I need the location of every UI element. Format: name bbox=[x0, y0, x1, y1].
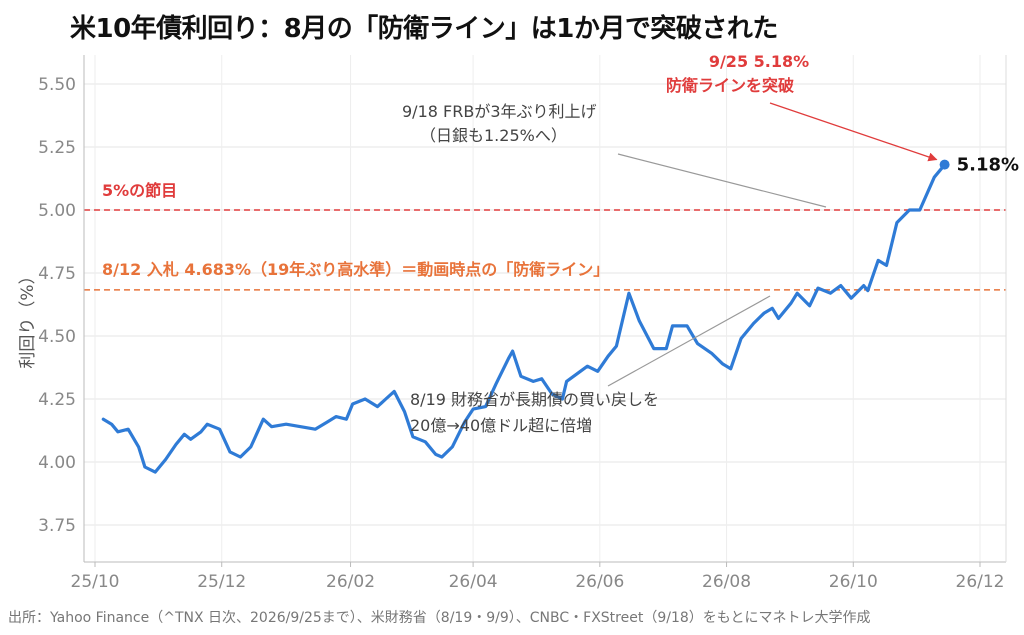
x-tick-label: 26/06 bbox=[575, 572, 624, 592]
y-axis-title: 利回り（%） bbox=[18, 267, 38, 368]
x-tick-label: 26/12 bbox=[956, 572, 1005, 592]
y-tick-label: 4.25 bbox=[38, 390, 76, 410]
annotation-breakout-text: 9/25 5.18% bbox=[709, 52, 809, 71]
x-tick-label: 26/04 bbox=[449, 572, 498, 592]
y-tick-label: 3.75 bbox=[38, 516, 76, 536]
yield-series-line bbox=[101, 165, 945, 474]
annotation-frb-text: 9/18 FRBが3年ぶり利上げ bbox=[402, 102, 597, 121]
y-tick-label: 4.00 bbox=[38, 453, 76, 473]
annotation-frb-leader bbox=[617, 153, 827, 208]
reference-line-label: 5%の節目 bbox=[102, 181, 177, 200]
y-tick-label: 4.75 bbox=[38, 264, 76, 284]
annotation-breakout-text: 防衛ラインを突破 bbox=[666, 76, 794, 95]
chart-title: 米10年債利回り：8月の「防衛ライン」は1か月で突破された bbox=[70, 14, 778, 44]
y-tick-label: 5.00 bbox=[38, 201, 76, 221]
last-point-marker bbox=[939, 159, 950, 170]
x-tick-label: 26/02 bbox=[326, 572, 375, 592]
source-note: 出所：Yahoo Finance（^TNX 日次、2026/9/25まで）、米財… bbox=[8, 610, 871, 626]
annotation-treasury-text: 8/19 財務省が長期債の買い戻しを bbox=[410, 390, 659, 409]
y-tick-label: 4.50 bbox=[38, 327, 76, 347]
x-tick-label: 25/10 bbox=[71, 572, 120, 592]
x-tick-label: 25/12 bbox=[197, 572, 246, 592]
reference-line-label: 8/12 入札 4.683%（19年ぶり高水準）＝動画時点の「防衛ライン」 bbox=[102, 260, 609, 279]
annotation-breakout-arrow bbox=[769, 102, 938, 162]
x-tick-label: 26/08 bbox=[702, 572, 751, 592]
annotation-frb-text: （日銀も1.25%へ） bbox=[420, 126, 567, 145]
y-tick-label: 5.25 bbox=[38, 138, 76, 158]
annotation-treasury-leader bbox=[607, 295, 771, 387]
annotation-treasury-text: 20億→40億ドル超に倍増 bbox=[410, 416, 592, 435]
last-point-label: 5.18% bbox=[957, 155, 1019, 176]
y-tick-label: 5.50 bbox=[38, 75, 76, 95]
x-tick-label: 26/10 bbox=[829, 572, 878, 592]
